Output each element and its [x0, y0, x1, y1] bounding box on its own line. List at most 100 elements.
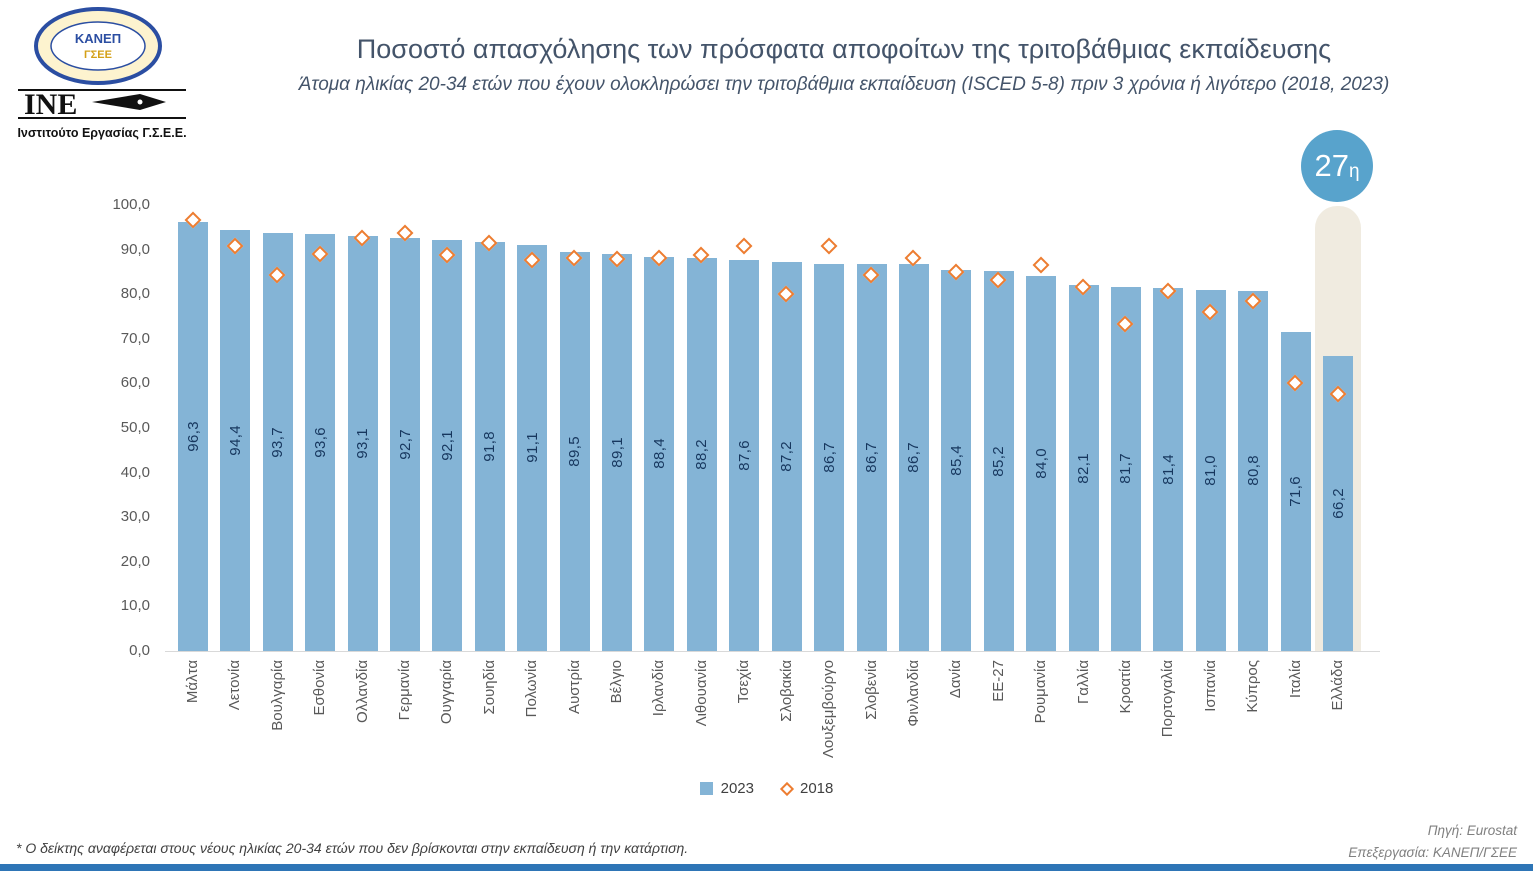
x-axis-category-label: Ιρλανδία: [650, 660, 668, 717]
y-axis-tick-label: 10,0: [120, 597, 150, 615]
emblem-text-bottom: ΓΣΕΕ: [84, 49, 112, 61]
logo-graphic: ΚΑΝΕΠ ΓΣΕΕ INE: [18, 7, 186, 121]
x-axis-category-label: Μάλτα: [184, 660, 201, 704]
bar: 88,2: [686, 257, 717, 651]
legend-label-2018: 2018: [800, 780, 834, 797]
bar: 86,7: [898, 264, 929, 651]
bar-value-label: 84,0: [1032, 448, 1050, 480]
bar: 93,6: [305, 233, 336, 651]
bar-value-label: 82,1: [1075, 452, 1093, 484]
diamond-marker-2018: [1032, 256, 1050, 274]
bar-value-label: 92,7: [396, 428, 414, 460]
bar-value-label: 93,1: [354, 427, 372, 459]
x-axis-category-label: Κροατία: [1116, 660, 1134, 714]
y-axis-tick-label: 40,0: [120, 463, 150, 481]
x-axis-category-label: Γερμανία: [396, 660, 414, 721]
x-axis-category-label: Εσθονία: [311, 660, 329, 716]
bar-value-label: 91,8: [481, 430, 499, 462]
diamond-marker-2018: [735, 237, 753, 255]
bar-value-label: 85,4: [947, 445, 965, 476]
x-axis-category-label: Ελλάδα: [1329, 660, 1346, 711]
x-axis-category-label: Αυστρία: [565, 660, 583, 714]
bar-value-label: 86,7: [820, 442, 838, 474]
logo-acronym: INE: [24, 88, 77, 120]
x-axis-category-label: Τσεχία: [735, 660, 753, 704]
y-axis-tick-label: 30,0: [120, 508, 150, 526]
x-axis-category-label: Λετονία: [226, 660, 244, 711]
source-block: Πηγή: Eurostat Επεξεργασία: ΚΑΝΕΠ/ΓΣΕΕ: [1348, 820, 1517, 864]
legend-item-2023: 2023: [699, 780, 754, 797]
x-axis-category-label: Κύπρος: [1244, 660, 1262, 713]
ine-gsee-logo: ΚΑΝΕΠ ΓΣΕΕ INE Ινστιτούτο Εργασίας Γ.Σ.Ε…: [12, 6, 192, 140]
bar-value-label: 94,4: [226, 425, 244, 456]
chart-subtitle: Άτομα ηλικίας 20-34 ετών που έχουν ολοκλ…: [298, 74, 1390, 95]
bar-value-label: 85,2: [990, 445, 1008, 477]
bar: 92,7: [390, 237, 421, 651]
bar-value-label: 80,8: [1244, 455, 1262, 487]
x-axis-category-label: Ολλανδία: [353, 660, 371, 723]
legend-diamond-swatch-icon: [779, 781, 795, 796]
bar: 82,1: [1068, 284, 1099, 651]
bar: 87,2: [771, 262, 802, 651]
processing-line: Επεξεργασία: ΚΑΝΕΠ/ΓΣΕΕ: [1348, 845, 1517, 860]
bar: 93,7: [262, 233, 293, 651]
bar-value-label: 88,2: [693, 438, 711, 470]
bar-value-label: 87,2: [778, 441, 796, 472]
x-axis-line: [165, 651, 1380, 652]
x-axis-category-label: Ρουμανία: [1032, 660, 1050, 724]
bar: 81,4: [1153, 287, 1184, 651]
y-axis-tick-label: 50,0: [120, 419, 150, 436]
chart-legend: 2023 2018: [0, 780, 1533, 797]
bar-value-label: 93,6: [311, 426, 329, 458]
bar: 89,1: [602, 253, 633, 651]
y-axis-tick-label: 80,0: [120, 285, 150, 303]
y-axis-tick-label: 70,0: [120, 329, 150, 347]
chart-title: Ποσοστό απασχόλησης των πρόσφατα αποφοίτ…: [356, 34, 1332, 64]
x-axis-category-label: Ισπανία: [1201, 660, 1219, 712]
x-axis-category-label: Ουγγαρία: [438, 660, 456, 725]
rank-badge: 27 η: [1301, 130, 1373, 202]
bar: 89,5: [559, 251, 590, 651]
x-axis-category-label: Σλοβακία: [777, 660, 795, 722]
y-axis-tick-label: 0,0: [129, 642, 150, 659]
bar: 94,4: [220, 229, 251, 651]
emblem-text-top: ΚΑΝΕΠ: [75, 31, 121, 46]
emblem-inner-oval: [50, 21, 146, 71]
bar-value-label: 66,2: [1329, 487, 1347, 519]
bar: 88,4: [644, 256, 675, 651]
y-axis-tick-label: 60,0: [120, 374, 150, 392]
bar: 85,4: [941, 270, 972, 651]
x-axis-category-label: Πολωνία: [523, 660, 541, 718]
bar: 80,8: [1238, 290, 1269, 651]
bar: 93,1: [347, 235, 378, 651]
bar: 87,6: [729, 260, 760, 651]
bar: 96,3: [178, 221, 208, 651]
bar-value-label: 71,6: [1287, 475, 1305, 507]
pen-nib-hole: [137, 99, 143, 105]
x-axis-category-label: Ιταλία: [1286, 660, 1304, 699]
footnote: * Ο δείκτης αναφέρεται στους νέους ηλικί…: [16, 840, 689, 856]
legend-label-2023: 2023: [720, 780, 754, 797]
x-axis-category-label: Βέλγιο: [608, 660, 626, 704]
rank-suffix: η: [1348, 161, 1360, 182]
x-axis-category-label: Δανία: [947, 660, 965, 699]
bar: 85,2: [983, 271, 1014, 651]
legend-square-swatch-icon: [699, 782, 713, 795]
x-axis-category-label: Σουηδία: [480, 660, 498, 715]
bar: 91,1: [517, 244, 548, 651]
bar-value-label: 92,1: [438, 430, 456, 461]
legend-item-2018: 2018: [779, 780, 834, 797]
bar-value-label: 87,6: [735, 440, 753, 472]
bar: 91,8: [474, 241, 505, 651]
diamond-marker-2018: [820, 237, 838, 255]
y-axis-tick-label: 90,0: [120, 240, 150, 258]
bar: 92,1: [432, 240, 463, 651]
bottom-accent-strip: [0, 864, 1533, 871]
x-axis-category-label: Φινλανδία: [904, 660, 922, 727]
bar: 86,7: [856, 264, 887, 651]
bar: 81,0: [1195, 289, 1226, 651]
x-axis-category-label: ΕΕ-27: [989, 660, 1007, 702]
source-line: Πηγή: Eurostat: [1427, 823, 1517, 838]
